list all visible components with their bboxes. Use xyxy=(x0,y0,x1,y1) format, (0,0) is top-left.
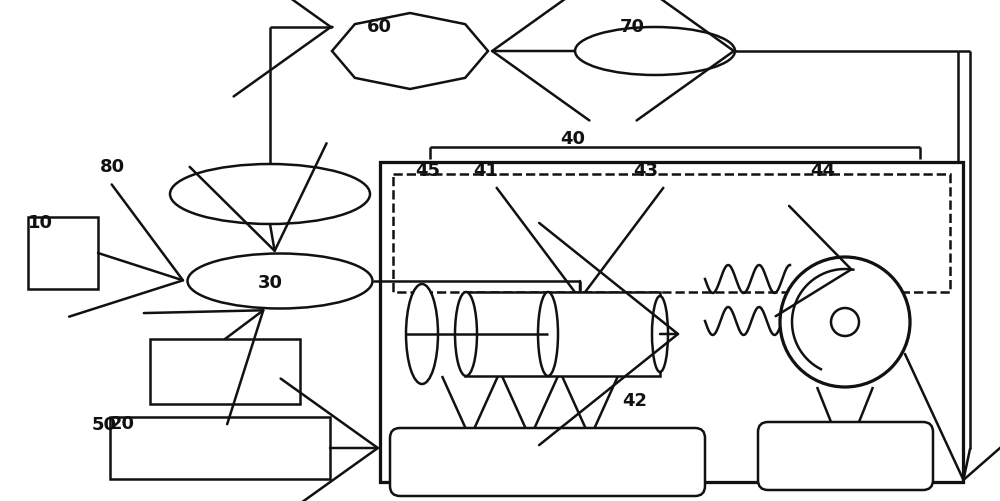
FancyBboxPatch shape xyxy=(150,339,300,404)
FancyBboxPatch shape xyxy=(28,217,98,290)
Ellipse shape xyxy=(575,28,735,76)
Circle shape xyxy=(780,258,910,387)
FancyBboxPatch shape xyxy=(390,428,705,496)
Ellipse shape xyxy=(188,254,373,309)
Text: 44: 44 xyxy=(810,162,835,180)
Text: 43: 43 xyxy=(633,162,658,180)
Ellipse shape xyxy=(652,297,668,372)
Text: 10: 10 xyxy=(28,213,53,231)
Polygon shape xyxy=(332,14,488,90)
Text: 80: 80 xyxy=(100,158,125,176)
FancyBboxPatch shape xyxy=(465,293,660,376)
Text: 70: 70 xyxy=(620,18,645,36)
FancyBboxPatch shape xyxy=(110,417,330,479)
Ellipse shape xyxy=(538,293,558,376)
Circle shape xyxy=(831,309,859,336)
FancyBboxPatch shape xyxy=(758,422,933,490)
Ellipse shape xyxy=(170,165,370,224)
Text: 41: 41 xyxy=(473,162,498,180)
Text: 60: 60 xyxy=(367,18,392,36)
Ellipse shape xyxy=(455,293,477,376)
Ellipse shape xyxy=(406,285,438,384)
Text: 30: 30 xyxy=(258,274,283,292)
Text: 42: 42 xyxy=(622,391,647,409)
Text: 45: 45 xyxy=(415,162,440,180)
Text: 40: 40 xyxy=(560,130,585,148)
FancyBboxPatch shape xyxy=(380,163,963,482)
Text: 50: 50 xyxy=(92,415,117,433)
Text: 20: 20 xyxy=(110,414,135,432)
